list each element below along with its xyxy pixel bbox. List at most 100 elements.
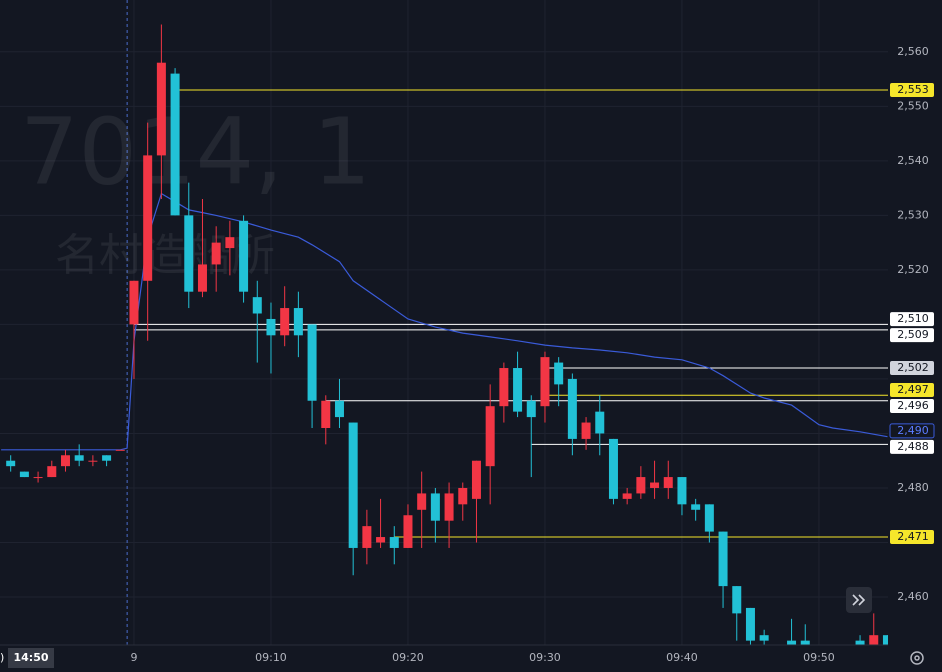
price-label-box <box>890 383 934 398</box>
candle-body <box>6 460 16 467</box>
candle-body <box>732 586 742 614</box>
price-label: 2,509 <box>897 328 929 341</box>
candle-body <box>704 504 714 532</box>
cursor-time: 14:50 <box>13 651 48 664</box>
price-label: 2,553 <box>897 83 929 96</box>
candle-body <box>430 493 440 521</box>
x-tick-label: 09:50 <box>803 651 835 664</box>
vwap-line <box>1 192 888 451</box>
candle-body <box>718 531 728 587</box>
scroll-button[interactable] <box>846 587 872 613</box>
candle-body <box>485 406 495 467</box>
candle-body <box>513 368 523 412</box>
price-label: 2,510 <box>897 312 929 325</box>
candle-body <box>458 487 468 505</box>
candle-body <box>88 460 98 462</box>
price-label: 2,488 <box>897 440 929 453</box>
plot-area <box>1 24 888 645</box>
candle-body <box>19 471 29 478</box>
candle-body <box>869 635 879 645</box>
candle-body <box>293 308 303 336</box>
price-label: 2,490 <box>897 424 929 437</box>
candle-body <box>307 324 317 401</box>
candle-body <box>115 449 125 451</box>
settings-button[interactable] <box>910 651 924 665</box>
candle-body <box>636 477 646 494</box>
candle-body <box>444 493 454 521</box>
candle-body <box>650 482 660 488</box>
candle-body <box>759 635 769 641</box>
x-tick-label: 09:40 <box>666 651 698 664</box>
candle-body <box>595 411 605 434</box>
x-tick-label: 09:20 <box>392 651 424 664</box>
price-label: 2,502 <box>897 361 929 374</box>
price-label-box <box>890 439 934 454</box>
y-tick-label: 2,560 <box>897 45 929 58</box>
price-label: 2,496 <box>897 399 929 412</box>
candle-body <box>882 635 888 645</box>
candle-body <box>252 297 262 314</box>
price-label-box <box>890 399 934 414</box>
y-tick-label: 2,540 <box>897 154 929 167</box>
price-label-box <box>890 82 934 97</box>
left-edge-label: ) <box>0 651 4 664</box>
candle-body <box>608 438 618 499</box>
candle-body <box>197 264 207 292</box>
candle-body <box>184 215 194 292</box>
candle-body <box>745 607 755 641</box>
candle-body <box>800 640 810 645</box>
candle-body <box>499 368 509 407</box>
candle-body <box>677 477 687 505</box>
price-label-box <box>890 328 934 343</box>
candle-body <box>239 220 249 292</box>
candle-body <box>376 537 386 543</box>
candle-body <box>280 308 290 336</box>
candle-body <box>471 460 481 499</box>
y-tick-label: 2,480 <box>897 481 929 494</box>
candle-body <box>225 237 235 249</box>
candle-body <box>74 455 84 461</box>
candle-body <box>554 362 564 385</box>
candle-body <box>334 400 344 418</box>
candle-body <box>787 640 797 645</box>
candle-body <box>362 526 372 548</box>
candle-body <box>663 477 673 488</box>
candle-body <box>321 400 331 429</box>
candle-body <box>129 280 139 325</box>
candle-body <box>33 477 43 479</box>
price-label-box <box>890 312 934 327</box>
candle-body <box>691 504 701 510</box>
candle-body <box>60 455 70 467</box>
price-label-box <box>890 530 934 545</box>
candle-body <box>211 242 221 265</box>
candle-body <box>526 400 536 418</box>
x-tick-label: 09:30 <box>529 651 561 664</box>
candle-body <box>156 62 166 156</box>
candle-body <box>855 640 865 645</box>
candle-body <box>581 422 591 439</box>
price-label: 2,497 <box>897 383 929 396</box>
price-label-box <box>889 423 935 439</box>
y-tick-label: 2,520 <box>897 263 929 276</box>
x-tick-label: 9 <box>130 651 137 664</box>
candle-body <box>389 537 399 548</box>
candle-body <box>403 515 413 548</box>
y-tick-label: 2,550 <box>897 99 929 112</box>
candle-body <box>102 455 112 461</box>
candle-body <box>567 378 577 439</box>
candle-body <box>540 357 550 407</box>
candle-body <box>47 466 57 478</box>
price-label: 2,471 <box>897 530 929 543</box>
watermark-name: 名村造船所 <box>55 230 275 281</box>
axes: 2,460 2,480 2,520 2,530 2,540 2,550 2,560 9 09:1… <box>130 45 935 664</box>
cursor-time-box <box>8 648 54 668</box>
y-tick-label: 2,530 <box>897 208 929 221</box>
x-tick-label: 09:10 <box>255 651 287 664</box>
candle-body <box>622 493 632 499</box>
candle-body <box>143 155 153 281</box>
candle-body <box>417 493 427 510</box>
watermark-symbol: 7014, 1 <box>20 98 371 205</box>
y-tick-label: 2,460 <box>897 590 929 603</box>
candle-body <box>266 318 276 336</box>
